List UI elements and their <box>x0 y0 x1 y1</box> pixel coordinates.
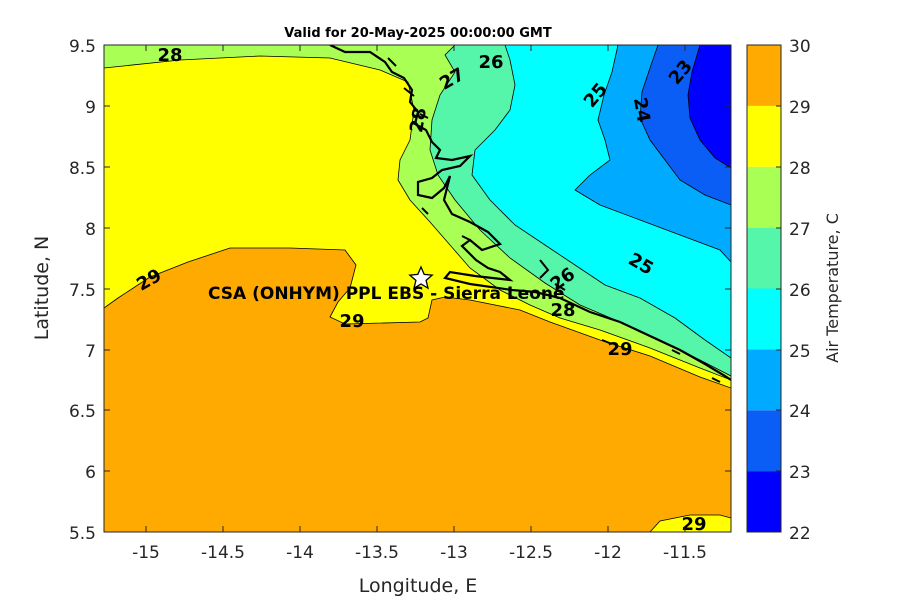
x-tick-label: -12.5 <box>509 543 553 563</box>
x-tick-label: -14.5 <box>201 543 245 563</box>
x-axis: -15 -14.5 -14 -13.5 -13 -12.5 -12 -11.5 … <box>132 45 707 597</box>
site-label: CSA (ONHYM) PPL EBS - Sierra Leone <box>208 284 565 304</box>
coastline <box>329 45 731 381</box>
colorbar-tick-label: 24 <box>789 402 811 422</box>
y-tick-label: 5.5 <box>69 524 96 544</box>
y-tick-label: 7 <box>85 342 96 362</box>
x-tick-label: -11.5 <box>663 543 707 563</box>
colorbar-tick-label: 27 <box>789 220 811 240</box>
x-tick-label: -13.5 <box>355 543 399 563</box>
x-tick-label: -12 <box>594 543 622 563</box>
contour-label: 29 <box>607 339 632 360</box>
contour-label: 28 <box>550 300 575 321</box>
x-tick-label: -13 <box>440 543 468 563</box>
colorbar-tick-label: 26 <box>789 281 811 301</box>
x-tick-label: -14 <box>286 543 314 563</box>
colorbar-tick-label: 28 <box>789 159 811 179</box>
y-axis-label: Latitude, N <box>31 236 53 341</box>
contour-label: 28 <box>157 45 182 66</box>
colorbar-band <box>747 471 781 532</box>
colorbar-band <box>747 45 781 106</box>
colorbar-band <box>747 227 781 289</box>
y-tick-label: 9.5 <box>69 37 96 57</box>
colorbar-band <box>747 166 781 228</box>
y-tick-label: 9 <box>85 98 96 118</box>
y-tick-label: 8 <box>85 220 96 240</box>
y-tick-label: 6 <box>85 463 96 483</box>
colorbar-tick-label: 29 <box>789 98 811 118</box>
colorbar: 30 29 28 27 26 25 24 23 22 Air Temperatu… <box>746 37 842 544</box>
x-axis-label: Longitude, E <box>359 575 478 597</box>
x-tick-label: -15 <box>132 543 160 563</box>
y-tick-label: 8.5 <box>69 159 96 179</box>
contour-label: 29 <box>339 311 364 332</box>
y-tick-label: 6.5 <box>69 402 96 422</box>
colorbar-tick-label: 25 <box>789 342 811 362</box>
temperature-field: 28 27 26 25 24 23 28 29 29 29 26 28 25 2… <box>104 45 731 535</box>
colorbar-band <box>747 349 781 411</box>
band-28-29-south <box>649 514 731 532</box>
star-icon <box>408 265 434 290</box>
contour-label: 26 <box>478 52 503 73</box>
band-22-23 <box>687 45 731 169</box>
contour-label: 29 <box>681 514 706 535</box>
colorbar-band <box>747 288 781 350</box>
coastline-islands <box>387 57 721 383</box>
y-axis: 9.5 9 8.5 8 7.5 7 6.5 6 5.5 Latitude, N <box>31 37 731 544</box>
colorbar-label: Air Temperature, C <box>823 213 842 363</box>
colorbar-tick-label: 30 <box>789 37 811 57</box>
colorbar-tick-label: 22 <box>789 524 811 544</box>
colorbar-band <box>747 105 781 167</box>
y-tick-label: 7.5 <box>69 281 96 301</box>
colorbar-tick-label: 23 <box>789 463 811 483</box>
colorbar-band <box>747 410 781 472</box>
contour-label: 28 <box>406 106 431 134</box>
contour-label: 24 <box>629 96 654 124</box>
map-title: Valid for 20-May-2025 00:00:00 GMT <box>284 26 552 41</box>
